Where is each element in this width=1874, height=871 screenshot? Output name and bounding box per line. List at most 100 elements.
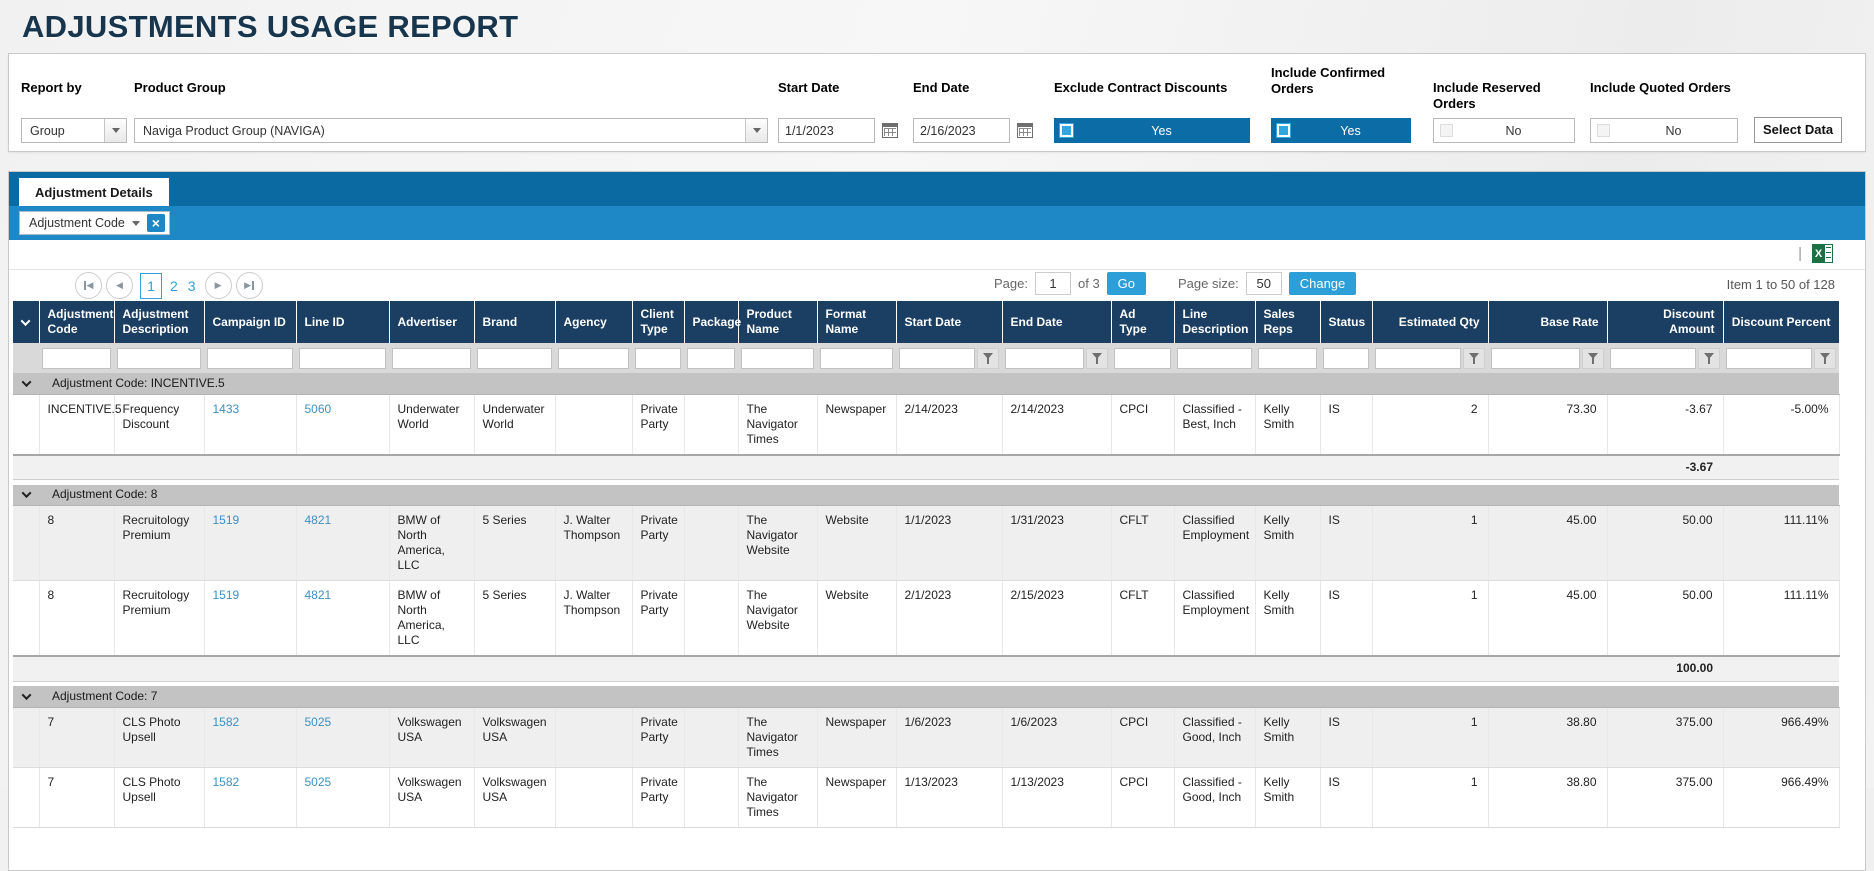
table-row: INCENTIVE.5Frequency Discount14335060Und…: [13, 394, 1839, 455]
filter-input-advertiser[interactable]: [392, 348, 471, 369]
filter-input-sales_reps[interactable]: [1258, 348, 1317, 369]
filter-icon-start_date[interactable]: [977, 348, 999, 369]
campaign_id-link[interactable]: 1582: [213, 715, 240, 729]
first-page-button[interactable]: ◀: [75, 272, 102, 299]
filter-icon-discount_percent[interactable]: [1814, 348, 1836, 369]
col-header-discount_amount[interactable]: Discount Amount: [1607, 301, 1723, 343]
page-size-input[interactable]: [1246, 272, 1282, 295]
col-header-code[interactable]: Adjustment Code: [39, 301, 114, 343]
include-confirmed-orders-toggle[interactable]: Yes: [1271, 118, 1411, 143]
group-chip-adjustment-code[interactable]: Adjustment Code ×: [19, 211, 170, 235]
filter-input-discount_amount[interactable]: [1610, 348, 1696, 369]
col-header-end_date[interactable]: End Date: [1002, 301, 1111, 343]
filter-input-format_name[interactable]: [820, 348, 893, 369]
include-quoted-orders-toggle[interactable]: No: [1590, 118, 1738, 143]
collapse-all-header[interactable]: [13, 301, 39, 343]
col-header-status[interactable]: Status: [1320, 301, 1372, 343]
filter-icon-estimated_qty[interactable]: [1463, 348, 1485, 369]
line_id-link[interactable]: 5025: [305, 775, 332, 789]
col-header-discount_percent[interactable]: Discount Percent: [1723, 301, 1839, 343]
collapse-group-icon[interactable]: [22, 488, 32, 498]
filter-input-line_id[interactable]: [299, 348, 386, 369]
col-header-brand[interactable]: Brand: [474, 301, 555, 343]
campaign_id-link[interactable]: 1433: [213, 402, 240, 416]
checkbox-unchecked-icon: [1440, 124, 1453, 137]
col-header-product_name[interactable]: Product Name: [738, 301, 817, 343]
prev-page-button[interactable]: ◀: [106, 272, 133, 299]
filter-input-start_date[interactable]: [899, 348, 975, 369]
exclude-contract-discounts-toggle[interactable]: Yes: [1054, 118, 1250, 143]
next-page-button[interactable]: ▶: [205, 272, 232, 299]
filter-panel: Report by Group Product Group Naviga Pro…: [8, 53, 1866, 152]
page-input[interactable]: [1035, 272, 1071, 295]
col-header-line_id[interactable]: Line ID: [296, 301, 389, 343]
filter-input-campaign_id[interactable]: [207, 348, 293, 369]
end-date-label: End Date: [913, 80, 1038, 96]
filter-input-status[interactable]: [1323, 348, 1369, 369]
col-header-sales_reps[interactable]: Sales Reps: [1255, 301, 1320, 343]
col-header-start_date[interactable]: Start Date: [896, 301, 1002, 343]
col-header-description[interactable]: Adjustment Description: [114, 301, 204, 343]
col-header-client_type[interactable]: Client Type: [632, 301, 684, 343]
include-reserved-orders-toggle[interactable]: No: [1433, 118, 1575, 143]
close-icon[interactable]: ×: [147, 214, 165, 232]
campaign_id-link[interactable]: 1582: [213, 775, 240, 789]
col-header-line_description[interactable]: Line Description: [1174, 301, 1255, 343]
group-header-row: Adjustment Code: 7: [13, 686, 1839, 707]
line_id-link[interactable]: 4821: [305, 588, 332, 602]
product-group-select[interactable]: Naviga Product Group (NAVIGA): [134, 118, 768, 143]
report-by-select[interactable]: Group: [21, 118, 127, 143]
col-header-base_rate[interactable]: Base Rate: [1488, 301, 1607, 343]
cell-line_id: 4821: [296, 581, 389, 657]
cell-line_description: Classified - Best, Inch: [1174, 394, 1255, 455]
start-date-input[interactable]: [778, 118, 875, 143]
select-data-button[interactable]: Select Data: [1754, 117, 1842, 143]
excel-export-icon[interactable]: X: [1812, 244, 1833, 263]
filter-input-description[interactable]: [117, 348, 201, 369]
line_id-link[interactable]: 5060: [305, 402, 332, 416]
page-number-2[interactable]: 2: [165, 278, 183, 294]
cell-estimated_qty: 1: [1372, 506, 1488, 581]
filter-icon-end_date[interactable]: [1086, 348, 1108, 369]
filter-input-code[interactable]: [42, 348, 111, 369]
filter-input-client_type[interactable]: [635, 348, 681, 369]
col-header-estimated_qty[interactable]: Estimated Qty: [1372, 301, 1488, 343]
filter-input-line_description[interactable]: [1177, 348, 1252, 369]
col-header-ad_type[interactable]: Ad Type: [1111, 301, 1174, 343]
filter-icon-base_rate[interactable]: [1582, 348, 1604, 369]
col-header-campaign_id[interactable]: Campaign ID: [204, 301, 296, 343]
filter-input-product_name[interactable]: [741, 348, 814, 369]
campaign_id-link[interactable]: 1519: [213, 588, 240, 602]
grid-header-row: Adjustment CodeAdjustment DescriptionCam…: [13, 301, 1839, 343]
page-number-3[interactable]: 3: [183, 278, 201, 294]
filter-input-end_date[interactable]: [1005, 348, 1084, 369]
col-header-package[interactable]: Package: [684, 301, 738, 343]
col-header-agency[interactable]: Agency: [555, 301, 632, 343]
filter-input-agency[interactable]: [558, 348, 629, 369]
change-button[interactable]: Change: [1289, 272, 1357, 295]
line_id-link[interactable]: 5025: [305, 715, 332, 729]
collapse-group-icon[interactable]: [22, 377, 32, 387]
line_id-link[interactable]: 4821: [305, 513, 332, 527]
end-date-input[interactable]: [913, 118, 1010, 143]
col-header-advertiser[interactable]: Advertiser: [389, 301, 474, 343]
last-page-button[interactable]: ▶: [236, 272, 263, 299]
filter-icon-discount_amount[interactable]: [1698, 348, 1720, 369]
filter-cell-format_name: [817, 343, 896, 373]
filter-input-base_rate[interactable]: [1491, 348, 1580, 369]
filter-input-package[interactable]: [687, 348, 735, 369]
col-header-format_name[interactable]: Format Name: [817, 301, 896, 343]
filter-input-brand[interactable]: [477, 348, 552, 369]
cell-ad_type: CPCI: [1111, 767, 1174, 827]
go-button[interactable]: Go: [1107, 272, 1146, 295]
filter-input-estimated_qty[interactable]: [1375, 348, 1461, 369]
filter-input-discount_percent[interactable]: [1726, 348, 1812, 369]
calendar-icon[interactable]: [882, 123, 898, 138]
summary-spacer: [13, 656, 1607, 681]
filter-input-ad_type[interactable]: [1114, 348, 1171, 369]
start-date-label: Start Date: [778, 80, 903, 96]
collapse-group-icon[interactable]: [22, 690, 32, 700]
calendar-icon[interactable]: [1017, 123, 1033, 138]
campaign_id-link[interactable]: 1519: [213, 513, 240, 527]
tab-adjustment-details[interactable]: Adjustment Details: [19, 178, 169, 206]
